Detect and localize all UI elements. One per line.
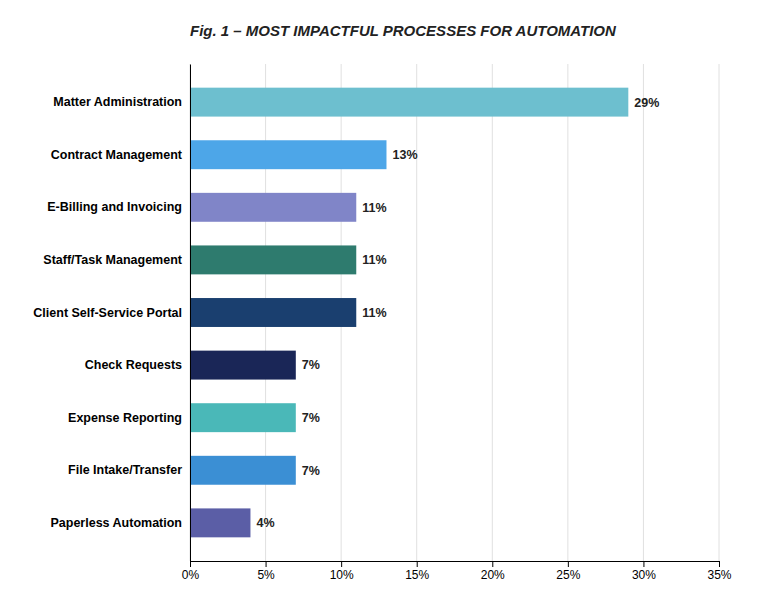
data-label: 11% bbox=[362, 306, 386, 320]
grid-line bbox=[416, 64, 417, 561]
x-tick-label: 25% bbox=[556, 568, 580, 582]
grid-line bbox=[567, 64, 568, 561]
chart-svg: Fig. 1 – MOST IMPACTFUL PROCESSES FOR AU… bbox=[0, 0, 759, 607]
data-labels: 4% 7% 7% 7% 11% 11% 11% 13% 29% bbox=[256, 96, 659, 531]
x-tick: 15% bbox=[405, 561, 429, 582]
x-tick-label: 0% bbox=[182, 568, 200, 582]
x-tick-mark bbox=[719, 561, 720, 567]
x-tick: 30% bbox=[632, 561, 656, 582]
y-tick: Check Requests bbox=[85, 358, 182, 372]
x-tick: 0% bbox=[182, 561, 200, 582]
plot-area: 4% 7% 7% 7% 11% 11% 11% 13% 29% 0% 5% 10% 15% 20% 25% 3… bbox=[33, 64, 732, 582]
data-label: 13% bbox=[392, 148, 417, 162]
x-tick: 5% bbox=[257, 561, 275, 582]
grid-line bbox=[643, 64, 644, 561]
bar bbox=[190, 508, 250, 537]
data-label: 11% bbox=[362, 201, 386, 215]
data-label: 7% bbox=[302, 358, 320, 372]
data-label: 4% bbox=[256, 516, 274, 530]
y-tick-label: Matter Administration bbox=[53, 95, 182, 109]
data-label: 11% bbox=[362, 253, 386, 267]
bar bbox=[190, 193, 356, 222]
grid-line bbox=[719, 64, 720, 561]
bar bbox=[190, 88, 628, 117]
y-tick-label: Check Requests bbox=[85, 358, 182, 372]
data-label: 7% bbox=[302, 464, 320, 478]
grid bbox=[190, 64, 719, 561]
data-label: 7% bbox=[302, 411, 320, 425]
x-tick-mark bbox=[492, 561, 493, 567]
x-tick-label: 10% bbox=[330, 568, 354, 582]
x-tick-mark bbox=[643, 561, 644, 567]
x-tick-label: 20% bbox=[481, 568, 505, 582]
bar bbox=[190, 245, 356, 274]
x-tick-label: 35% bbox=[707, 568, 731, 582]
bar bbox=[190, 298, 356, 327]
y-tick-label: Expense Reporting bbox=[68, 411, 182, 425]
y-tick: File Intake/Transfer bbox=[68, 463, 182, 477]
x-tick-mark bbox=[190, 561, 191, 567]
y-tick: Paperless Automation bbox=[50, 516, 182, 530]
y-axis: Paperless Automation File Intake/Transfer… bbox=[33, 65, 190, 562]
x-tick: 25% bbox=[556, 561, 580, 582]
y-tick-label: E-Billing and Invoicing bbox=[47, 200, 182, 214]
y-tick-label: Contract Management bbox=[51, 148, 183, 162]
x-axis: 0% 5% 10% 15% 20% 25% 30% 35% bbox=[182, 561, 732, 582]
y-tick-label: Client Self-Service Portal bbox=[33, 306, 182, 320]
bar bbox=[190, 140, 386, 169]
y-tick: Client Self-Service Portal bbox=[33, 306, 182, 320]
x-tick-label: 30% bbox=[632, 568, 656, 582]
x-tick: 20% bbox=[481, 561, 505, 582]
x-tick: 10% bbox=[330, 561, 354, 582]
data-label: 29% bbox=[634, 96, 659, 110]
x-tick-label: 15% bbox=[405, 568, 429, 582]
x-tick-label: 5% bbox=[257, 568, 275, 582]
y-axis-line bbox=[190, 65, 191, 562]
x-axis-line bbox=[191, 562, 720, 568]
y-tick: Matter Administration bbox=[53, 95, 182, 109]
y-tick: E-Billing and Invoicing bbox=[47, 200, 182, 214]
x-tick-mark bbox=[266, 561, 267, 567]
bars bbox=[190, 88, 628, 538]
y-tick-label: File Intake/Transfer bbox=[68, 463, 182, 477]
grid-line bbox=[190, 64, 191, 561]
x-tick-mark bbox=[341, 561, 342, 567]
y-tick: Contract Management bbox=[51, 148, 183, 162]
grid-line bbox=[492, 64, 493, 561]
y-tick-label: Paperless Automation bbox=[50, 516, 182, 530]
x-tick: 35% bbox=[707, 561, 731, 582]
y-tick: Expense Reporting bbox=[68, 411, 182, 425]
y-tick: Staff/Task Management bbox=[43, 253, 183, 267]
y-tick-label: Staff/Task Management bbox=[43, 253, 183, 267]
bar bbox=[190, 351, 296, 380]
x-tick-mark bbox=[568, 561, 569, 567]
x-tick-mark bbox=[417, 561, 418, 567]
chart-title: Fig. 1 – MOST IMPACTFUL PROCESSES FOR AU… bbox=[190, 22, 617, 39]
bar bbox=[190, 456, 296, 485]
bar bbox=[190, 403, 296, 432]
